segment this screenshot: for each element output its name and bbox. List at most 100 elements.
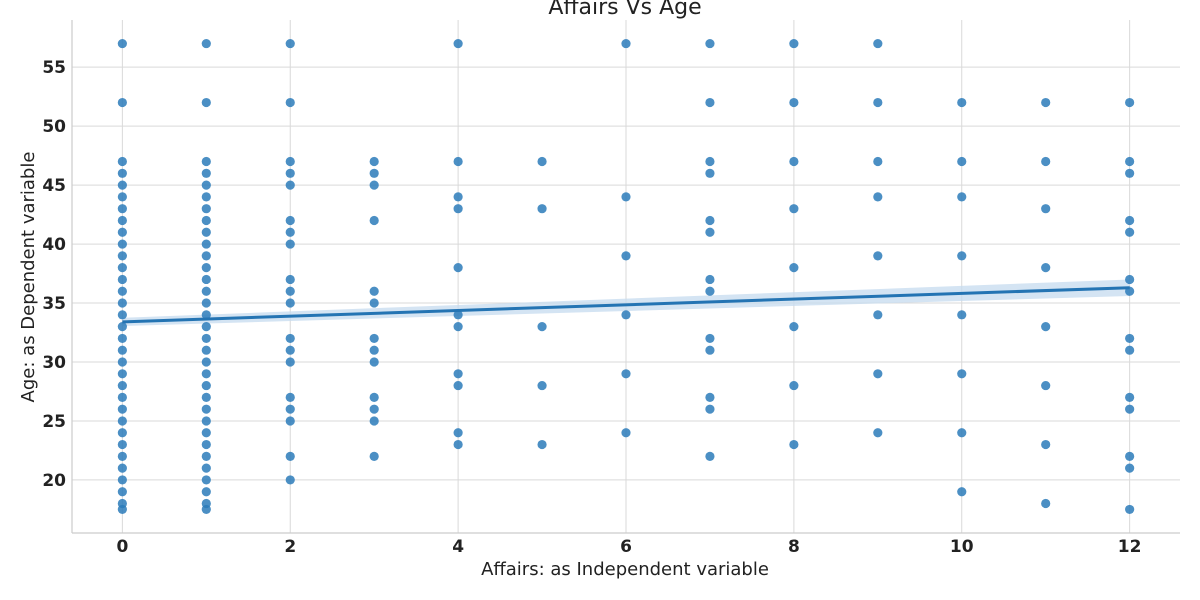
data-point bbox=[453, 428, 463, 438]
data-point bbox=[957, 192, 967, 202]
data-point bbox=[1125, 97, 1135, 108]
data-point bbox=[117, 345, 127, 355]
data-point bbox=[537, 156, 547, 167]
data-point bbox=[873, 310, 883, 320]
data-point bbox=[957, 369, 967, 379]
data-point bbox=[201, 498, 211, 509]
data-point bbox=[117, 310, 127, 320]
data-point bbox=[369, 215, 379, 226]
data-point bbox=[1125, 156, 1135, 167]
data-point bbox=[369, 392, 379, 402]
data-point bbox=[1041, 498, 1051, 509]
data-point bbox=[117, 475, 127, 485]
data-point bbox=[957, 97, 967, 108]
data-point bbox=[789, 263, 799, 273]
data-point bbox=[369, 298, 379, 308]
data-point bbox=[453, 380, 463, 391]
data-point bbox=[117, 487, 127, 497]
data-point bbox=[117, 192, 127, 202]
data-point bbox=[1125, 333, 1135, 344]
x-tick-label: 6 bbox=[620, 537, 632, 557]
data-point bbox=[789, 38, 799, 49]
data-point bbox=[117, 227, 127, 237]
data-point bbox=[705, 156, 715, 167]
data-point bbox=[117, 263, 127, 273]
data-point bbox=[201, 439, 211, 450]
data-point bbox=[621, 428, 631, 438]
grid bbox=[72, 20, 1180, 533]
data-point bbox=[285, 298, 295, 308]
data-point bbox=[621, 369, 631, 379]
data-point bbox=[285, 392, 295, 402]
data-point bbox=[1125, 451, 1135, 461]
data-point bbox=[201, 416, 211, 426]
data-point bbox=[705, 168, 715, 178]
data-point bbox=[201, 333, 211, 344]
data-point bbox=[201, 475, 211, 485]
data-point bbox=[537, 380, 547, 391]
data-point bbox=[369, 451, 379, 461]
x-tick-label: 12 bbox=[1118, 537, 1142, 557]
data-point bbox=[201, 463, 211, 473]
data-point bbox=[201, 227, 211, 237]
data-point bbox=[705, 345, 715, 355]
x-tick-label: 4 bbox=[452, 537, 464, 557]
data-point bbox=[789, 97, 799, 108]
data-point bbox=[369, 357, 379, 367]
data-point bbox=[285, 227, 295, 237]
data-point bbox=[201, 97, 211, 108]
data-point bbox=[369, 333, 379, 344]
data-point bbox=[705, 333, 715, 344]
data-point bbox=[201, 357, 211, 367]
data-point bbox=[369, 345, 379, 355]
data-point bbox=[201, 215, 211, 226]
data-point bbox=[117, 156, 127, 167]
data-point bbox=[789, 439, 799, 450]
data-point bbox=[705, 274, 715, 285]
x-tick-label: 10 bbox=[950, 537, 974, 557]
data-point bbox=[117, 322, 127, 332]
data-point bbox=[285, 404, 295, 414]
x-tick-label: 8 bbox=[788, 537, 800, 557]
data-point bbox=[789, 380, 799, 391]
data-point bbox=[621, 192, 631, 202]
data-point bbox=[453, 156, 463, 167]
data-point bbox=[537, 322, 547, 332]
data-point bbox=[201, 168, 211, 178]
tick-labels: 0 2 4 6 8 10 12 20 25 30 35 40 45 50 55 bbox=[42, 58, 1141, 557]
data-point bbox=[117, 463, 127, 473]
data-point bbox=[117, 38, 127, 49]
data-point bbox=[285, 215, 295, 226]
data-point bbox=[201, 239, 211, 249]
data-point bbox=[117, 97, 127, 108]
data-point bbox=[201, 298, 211, 308]
data-point bbox=[369, 416, 379, 426]
data-point bbox=[1125, 463, 1135, 473]
y-tick-label: 45 bbox=[42, 176, 66, 196]
data-point bbox=[201, 487, 211, 497]
data-point bbox=[201, 322, 211, 332]
y-tick-label: 20 bbox=[42, 471, 66, 491]
data-point bbox=[621, 38, 631, 49]
data-point bbox=[369, 286, 379, 296]
data-point bbox=[957, 156, 967, 167]
data-point bbox=[705, 97, 715, 108]
data-point bbox=[369, 168, 379, 178]
data-point bbox=[1041, 156, 1051, 167]
data-point bbox=[285, 239, 295, 249]
chart-title: Affairs Vs Age bbox=[548, 0, 701, 20]
data-point bbox=[705, 286, 715, 296]
data-point bbox=[705, 392, 715, 402]
data-point bbox=[873, 97, 883, 108]
data-point bbox=[957, 487, 967, 497]
data-point bbox=[117, 357, 127, 367]
data-point bbox=[201, 180, 211, 190]
data-point bbox=[453, 204, 463, 214]
data-point bbox=[201, 310, 211, 320]
data-point bbox=[705, 451, 715, 461]
x-tick-label: 0 bbox=[116, 537, 128, 557]
data-point bbox=[285, 451, 295, 461]
y-tick-label: 30 bbox=[42, 353, 66, 373]
data-point bbox=[705, 38, 715, 49]
